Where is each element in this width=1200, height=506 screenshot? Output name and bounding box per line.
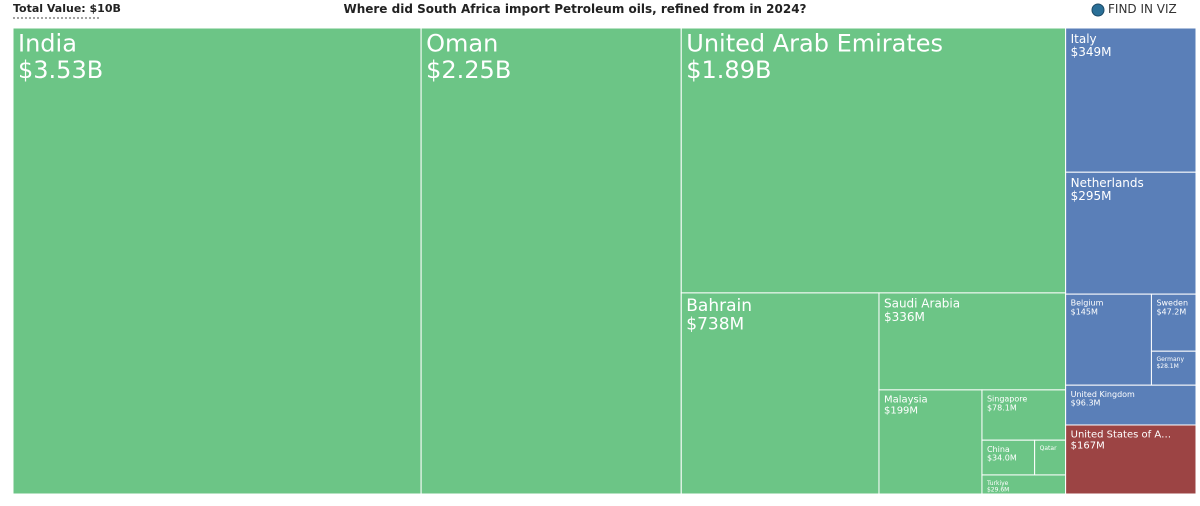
tile-value: $28.1M [1156, 363, 1178, 370]
find-icon[interactable] [1091, 3, 1105, 17]
tile-value: $167M [1071, 440, 1105, 451]
tile-label: Malaysia [884, 394, 928, 405]
tile-value: $336M [884, 310, 925, 324]
tile-label: Qatar [1040, 445, 1057, 452]
tile-value: $349M [1071, 45, 1112, 59]
tile [1150, 350, 1197, 386]
tile-value: $34.0M [987, 454, 1017, 463]
chart-title: Where did South Africa import Petroleum … [343, 2, 806, 16]
tile [420, 27, 682, 495]
tile-value: $2.25B [426, 56, 511, 84]
tile-label: China [987, 445, 1010, 454]
tile-label: Sweden [1156, 299, 1188, 308]
tile-value: $1.89B [686, 56, 771, 84]
tile-label: India [18, 30, 77, 58]
tile-label: Bahrain [686, 296, 752, 316]
tile-value: $295M [1071, 189, 1112, 203]
tile-value: $199M [884, 405, 918, 416]
tile [680, 292, 880, 495]
tile-value: $738M [686, 315, 744, 335]
tile-label: Belgium [1071, 299, 1104, 308]
tile-label: Singapore [987, 394, 1027, 403]
tile-label: Saudi Arabia [884, 297, 960, 311]
tile-label: Turkiye [986, 480, 1009, 487]
tile [878, 389, 983, 495]
tile-label: Netherlands [1071, 176, 1144, 190]
tile-label: Italy [1071, 32, 1097, 46]
tile [1065, 424, 1197, 495]
tile [1065, 171, 1197, 295]
tile-label: Germany [1156, 356, 1184, 363]
tile-label: Oman [426, 30, 498, 58]
total-value: Total Value: $10B [13, 2, 121, 15]
tile-value: $96.3M [1071, 399, 1101, 408]
tile-value: $78.1M [987, 403, 1017, 412]
tile-value: $29.6M [987, 487, 1009, 494]
tile-value: $47.2M [1156, 308, 1186, 317]
tile [1065, 27, 1197, 173]
tile-label: United Arab Emirates [686, 30, 943, 58]
tile-value: $3.53B [18, 56, 103, 84]
tile-label: United Kingdom [1071, 390, 1135, 399]
tile [680, 27, 1067, 294]
tile-label: United States of A… [1071, 429, 1172, 440]
tile-value: $145M [1071, 308, 1098, 317]
tile [12, 27, 422, 495]
tile [1150, 293, 1197, 352]
find-button[interactable]: FIND IN VIZ [1108, 2, 1177, 16]
